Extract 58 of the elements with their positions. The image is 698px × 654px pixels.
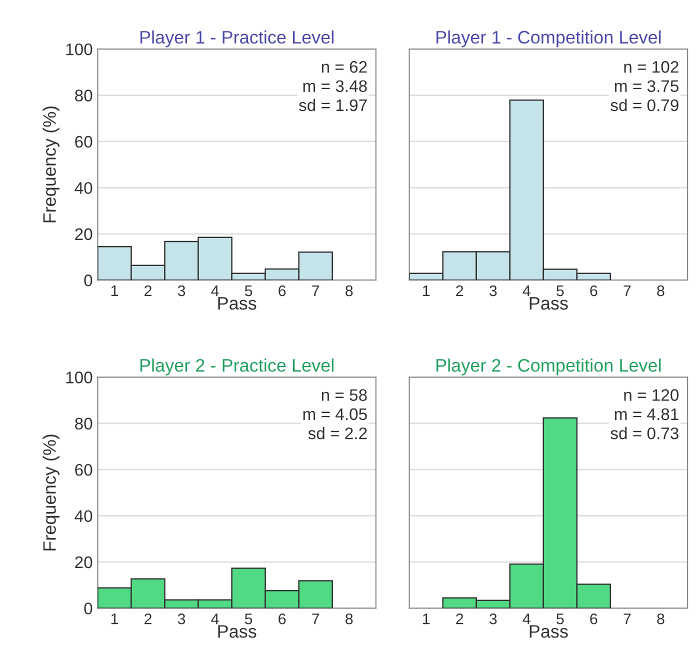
x-tick-label: 3 <box>178 285 186 296</box>
x-tick-label: 5 <box>556 614 564 624</box>
x-tick-label: 4 <box>522 614 530 624</box>
y-tick-label: 40 <box>74 510 92 522</box>
annotation: n = 58 m = 4.05 sd = 2.2 <box>303 389 367 440</box>
y-axis-title: Frequency (%) <box>42 434 60 550</box>
annotation: n = 120 m = 4.81 sd = 0.73 <box>610 389 679 440</box>
x-tick-label: 2 <box>456 285 464 296</box>
annotation: n = 102 m = 3.75 sd = 0.79 <box>610 61 678 112</box>
x-tick-label: 8 <box>346 613 353 624</box>
y-tick-label: 80 <box>75 90 92 102</box>
y-tick-label: 40 <box>74 182 92 194</box>
x-tick-label: 2 <box>144 285 152 296</box>
x-tick-label: 1 <box>111 614 118 624</box>
y-tick-label: 0 <box>84 602 92 614</box>
x-tick-label: 1 <box>422 614 430 624</box>
x-tick-label: 7 <box>624 286 631 296</box>
x-tick-label: 6 <box>278 285 286 296</box>
chart-title: Player 1 - Practice Level <box>140 30 334 48</box>
x-tick-label: 5 <box>244 614 252 624</box>
x-tick-label: 7 <box>312 614 320 624</box>
x-tick-label: 6 <box>278 613 286 624</box>
x-axis-title: Pass <box>530 625 568 638</box>
x-tick-label: 7 <box>624 614 631 624</box>
x-tick-label: 8 <box>346 285 353 296</box>
x-tick-label: 3 <box>489 613 497 624</box>
x-tick-label: 2 <box>144 613 152 624</box>
x-axis-title: Pass <box>218 297 256 310</box>
x-axis-title: Pass <box>218 625 256 638</box>
x-tick-label: 4 <box>211 614 219 624</box>
x-tick-label: 8 <box>657 613 664 624</box>
x-axis-title: Pass <box>530 297 568 310</box>
x-tick-label: 5 <box>244 286 252 296</box>
y-tick-label: 0 <box>84 274 92 286</box>
x-tick-label: 4 <box>522 286 530 296</box>
y-tick-label: 60 <box>75 136 92 148</box>
annotation: n = 62 m = 3.48 sd = 1.97 <box>299 61 367 112</box>
x-tick-label: 6 <box>590 285 598 296</box>
y-tick-label: 20 <box>75 556 92 568</box>
y-tick-label: 80 <box>75 418 92 430</box>
x-tick-label: 5 <box>556 286 564 296</box>
x-tick-label: 7 <box>312 286 320 296</box>
chart-title: Player 2 - Practice Level <box>140 358 334 376</box>
y-tick-label: 100 <box>66 372 92 384</box>
y-tick-label: 60 <box>75 464 92 476</box>
x-tick-label: 1 <box>422 286 430 296</box>
y-tick-label: 20 <box>75 228 92 240</box>
x-tick-label: 2 <box>456 613 464 624</box>
x-tick-label: 6 <box>590 613 598 624</box>
chart-title: Player 2 - Competition Level <box>436 358 661 376</box>
x-tick-label: 1 <box>111 286 118 296</box>
chart-title: Player 1 - Competition Level <box>436 30 661 48</box>
x-tick-label: 3 <box>489 285 497 296</box>
x-tick-label: 8 <box>657 285 664 296</box>
x-tick-label: 3 <box>178 613 186 624</box>
y-tick-label: 100 <box>66 43 92 56</box>
y-axis-title: Frequency (%) <box>42 106 60 222</box>
x-tick-label: 4 <box>211 286 219 296</box>
